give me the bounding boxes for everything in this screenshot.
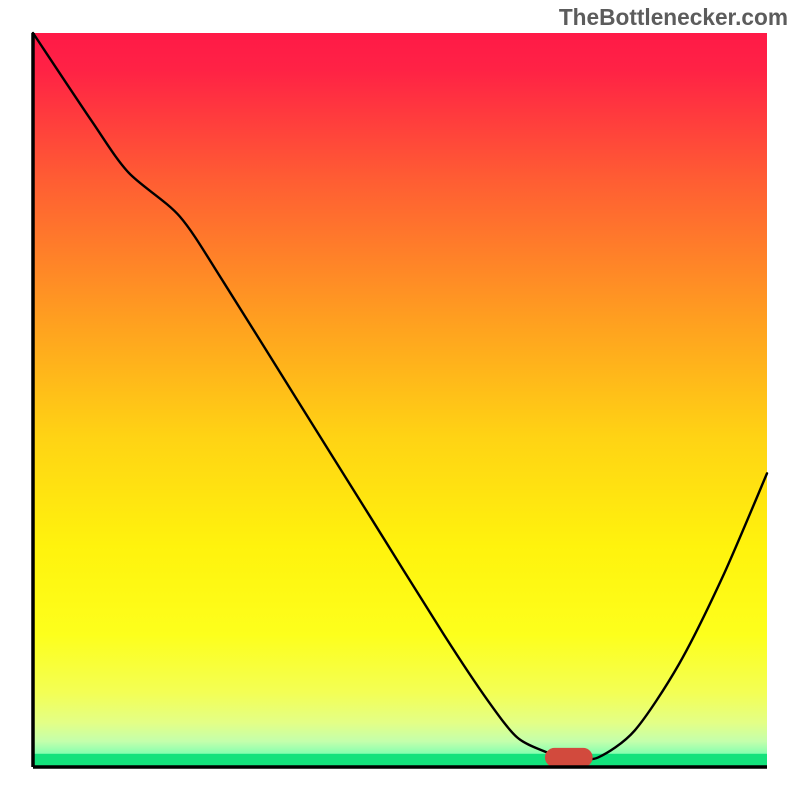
gradient-background [33, 33, 767, 767]
watermark-text: TheBottlenecker.com [559, 4, 788, 31]
bottleneck-chart [0, 0, 800, 800]
chart-frame: { "watermark": { "text": "TheBottlenecke… [0, 0, 800, 800]
bottom-stripe [33, 754, 767, 767]
optimum-marker [545, 748, 593, 767]
